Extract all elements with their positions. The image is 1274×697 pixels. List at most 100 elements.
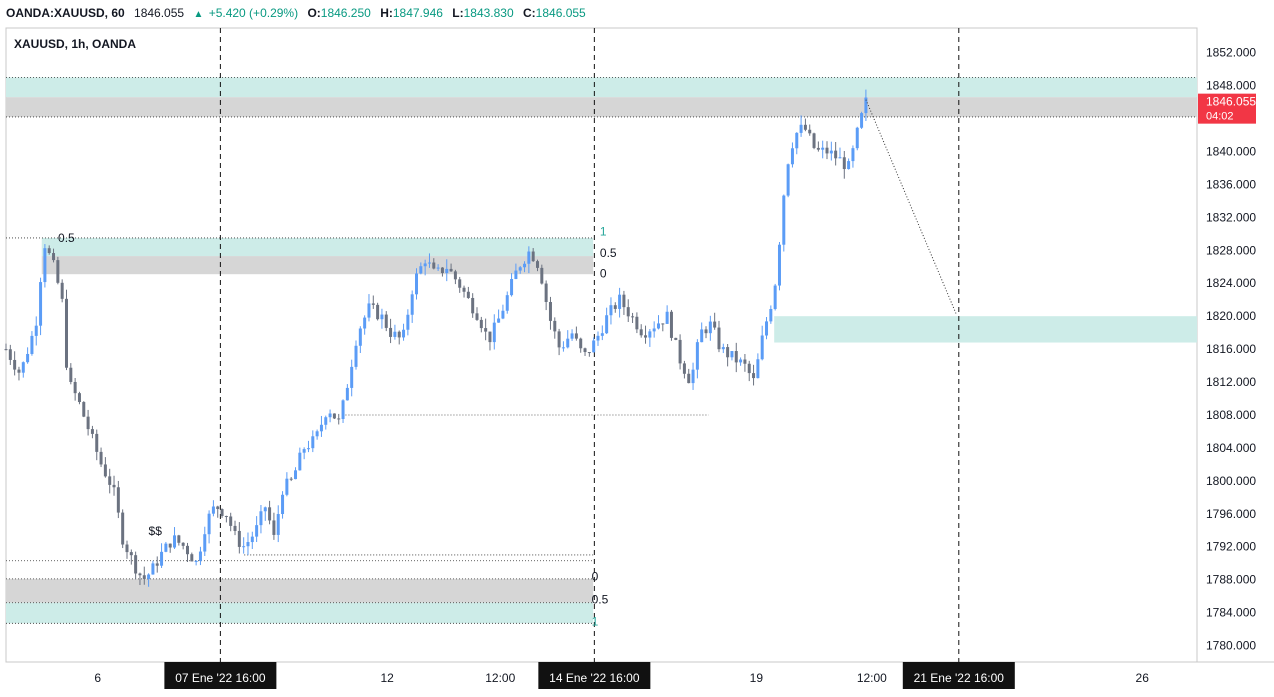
bar-countdown-label: 04:02 bbox=[1206, 111, 1234, 123]
candle-body bbox=[674, 337, 678, 340]
high-value: 1847.946 bbox=[392, 6, 443, 20]
candle-body bbox=[168, 543, 172, 548]
candle-body bbox=[151, 563, 155, 575]
fib-annotation: 1 bbox=[600, 224, 607, 238]
candle-body bbox=[332, 413, 336, 419]
candle-body bbox=[160, 551, 164, 566]
candle-body bbox=[207, 513, 211, 535]
candle-body bbox=[185, 545, 189, 555]
candle-body bbox=[419, 266, 423, 274]
candle-body bbox=[652, 328, 656, 332]
y-tick-label: 1800.000 bbox=[1206, 474, 1256, 488]
candle-body bbox=[216, 506, 220, 510]
symbol-header: OANDA:XAUUSD, 60 1846.055 ▲ +5.420 (+0.2… bbox=[0, 0, 1274, 26]
supply-zone-teal[interactable] bbox=[6, 77, 1197, 98]
candle-body bbox=[682, 363, 686, 374]
candle-body bbox=[790, 148, 794, 165]
candle-body bbox=[816, 147, 820, 150]
candle-body bbox=[691, 369, 695, 384]
candle-body bbox=[4, 349, 8, 351]
candle-body bbox=[112, 484, 116, 488]
candle-body bbox=[726, 347, 730, 358]
crosshair-time-box bbox=[538, 662, 651, 689]
candle-body bbox=[812, 133, 816, 148]
candle-body bbox=[306, 448, 310, 450]
candle-body bbox=[842, 157, 846, 170]
candle-body bbox=[52, 253, 56, 261]
candle-body bbox=[134, 555, 138, 574]
candle-body bbox=[730, 351, 734, 358]
fib-zone-upper-teal[interactable] bbox=[41, 237, 594, 257]
candle-body bbox=[99, 451, 103, 465]
candle-body bbox=[587, 352, 591, 354]
candle-body bbox=[678, 339, 682, 364]
candle-body bbox=[631, 316, 635, 318]
candle-body bbox=[445, 268, 449, 274]
candle-body bbox=[717, 327, 721, 350]
triangle-up-icon: ▲ bbox=[193, 9, 204, 20]
y-tick-label: 1808.000 bbox=[1206, 408, 1256, 422]
candle-body bbox=[324, 417, 328, 425]
candle-body bbox=[34, 325, 38, 336]
x-tick-label: 12:00 bbox=[857, 671, 887, 685]
candle-body bbox=[255, 525, 259, 537]
symbol-title[interactable]: OANDA:XAUUSD, 60 bbox=[6, 6, 125, 20]
candle-body bbox=[427, 262, 431, 264]
supply-zone-gray[interactable] bbox=[6, 97, 1197, 117]
candle-body bbox=[570, 333, 574, 339]
candle-body bbox=[198, 551, 202, 561]
fib-zone-lower-gray[interactable] bbox=[6, 578, 594, 603]
candle-body bbox=[17, 369, 21, 373]
candle-body bbox=[95, 433, 99, 452]
high-label: H: bbox=[380, 6, 393, 20]
fib-annotation: 0.5 bbox=[592, 592, 609, 606]
x-tick-label: 12 bbox=[380, 671, 394, 685]
candle-body bbox=[363, 317, 367, 329]
price-chart[interactable]: 1852.0001848.0001844.0001840.0001836.000… bbox=[0, 26, 1274, 697]
candle-body bbox=[687, 373, 691, 384]
candle-body bbox=[531, 251, 535, 262]
candle-body bbox=[389, 327, 393, 337]
demand-zone-teal[interactable] bbox=[774, 316, 1197, 343]
candle-body bbox=[834, 150, 838, 159]
fib-zone-lower-teal[interactable] bbox=[6, 602, 594, 624]
close-label: C: bbox=[523, 6, 536, 20]
candle-body bbox=[302, 449, 306, 453]
candle-body bbox=[21, 362, 25, 373]
candle-body bbox=[108, 476, 112, 485]
fib-zone-upper-gray[interactable] bbox=[41, 256, 594, 275]
candle-body bbox=[194, 560, 198, 562]
candle-body bbox=[505, 295, 509, 311]
candle-body bbox=[410, 294, 414, 315]
y-tick-label: 1848.000 bbox=[1206, 79, 1256, 93]
y-tick-label: 1792.000 bbox=[1206, 540, 1256, 554]
candle-body bbox=[635, 316, 639, 330]
candle-body bbox=[345, 387, 349, 401]
candle-body bbox=[518, 267, 522, 271]
candle-body bbox=[311, 436, 315, 449]
candle-body bbox=[43, 248, 47, 283]
candle-body bbox=[821, 147, 825, 150]
candle-body bbox=[440, 267, 444, 274]
candle-body bbox=[739, 359, 743, 363]
candle-body bbox=[523, 263, 527, 268]
candle-body bbox=[190, 554, 194, 562]
open-label: O: bbox=[307, 6, 321, 20]
low-value: 1843.830 bbox=[463, 6, 514, 20]
candle-body bbox=[449, 268, 453, 272]
projection-arrow bbox=[865, 99, 957, 315]
candle-body bbox=[337, 418, 341, 420]
candle-body bbox=[713, 321, 717, 328]
candle-body bbox=[60, 282, 64, 299]
candle-body bbox=[380, 314, 384, 320]
candle-body bbox=[64, 298, 68, 368]
candle-body bbox=[669, 311, 673, 338]
candle-body bbox=[747, 363, 751, 374]
candle-body bbox=[354, 345, 358, 367]
candle-body bbox=[540, 267, 544, 284]
candle-body bbox=[557, 331, 561, 348]
candle-body bbox=[415, 273, 419, 295]
y-tick-label: 1836.000 bbox=[1206, 177, 1256, 191]
crosshair-time-box bbox=[902, 662, 1015, 689]
candle-body bbox=[371, 303, 375, 305]
